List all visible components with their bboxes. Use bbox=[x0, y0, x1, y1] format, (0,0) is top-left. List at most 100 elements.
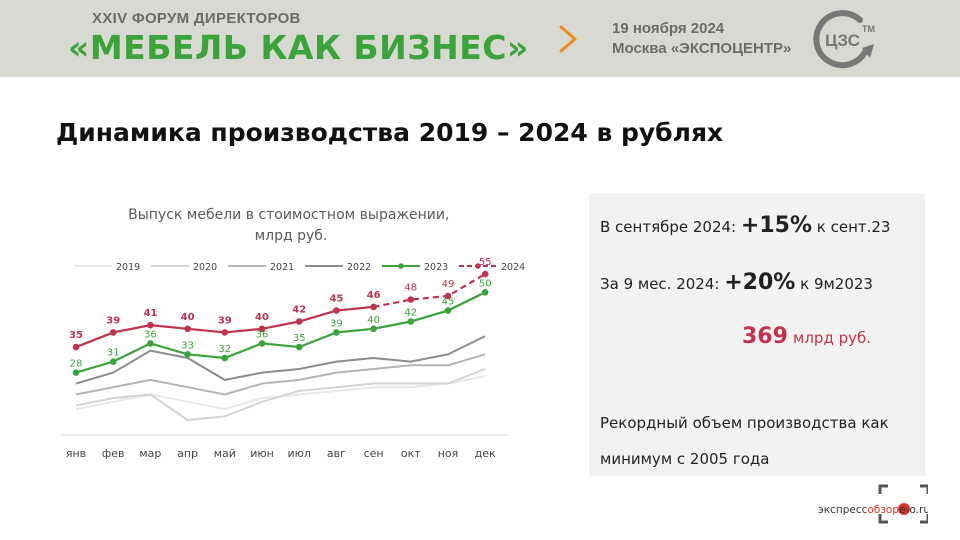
data-label-2024: 55 bbox=[479, 257, 492, 268]
data-point bbox=[370, 303, 377, 311]
legend-marker bbox=[398, 263, 404, 269]
record-note-line2: минимум с 2005 года bbox=[600, 450, 770, 468]
forum-subtitle: XXIV ФОРУМ ДИРЕКТОРОВ bbox=[92, 10, 301, 27]
data-label-2024: 49 bbox=[442, 279, 455, 290]
data-point bbox=[221, 329, 229, 336]
ytd-growth: За 9 мес. 2024: +20% к 9м2023 bbox=[600, 270, 873, 295]
chart-x-axis: янв фев мар апр май июн июл авг сен окт ноя дек bbox=[61, 434, 508, 460]
data-label-2023: 31 bbox=[107, 348, 120, 359]
source-prefix: экспресс bbox=[818, 504, 868, 516]
x-tick-label: май bbox=[214, 447, 236, 460]
data-point bbox=[481, 270, 489, 278]
series-line bbox=[75, 291, 486, 374]
series-line bbox=[75, 335, 486, 385]
chart-title: Выпуск мебели в стоимостном выражении, м… bbox=[128, 207, 454, 244]
forum-title: «МЕБЕЛЬ КАК БИЗНЕС» bbox=[68, 28, 529, 67]
source-mid: обзор bbox=[867, 504, 899, 516]
data-label-2023: 35 bbox=[293, 333, 306, 344]
page-title: Динамика производства 2019 – 2024 в рубл… bbox=[56, 118, 724, 147]
legend-label: 2021 bbox=[270, 262, 294, 273]
data-label-2023: 40 bbox=[367, 315, 380, 326]
series-line bbox=[75, 368, 486, 422]
czs-logo: ЦЗС TM bbox=[813, 10, 875, 69]
september-growth: В сентябре 2024: +15% к сент.23 bbox=[600, 213, 890, 238]
data-label-2024: 45 bbox=[329, 294, 343, 305]
legend-item-2021: 2021 bbox=[228, 262, 294, 273]
data-label-2024: 42 bbox=[292, 305, 306, 316]
data-point bbox=[72, 343, 80, 351]
data-label-2023: 36 bbox=[144, 329, 157, 340]
ytd-suffix: к 9м2023 bbox=[800, 275, 873, 293]
logo-trademark: TM bbox=[862, 24, 875, 34]
data-label-2023: 50 bbox=[479, 278, 492, 289]
data-point bbox=[109, 358, 117, 365]
ytd-value: +20% bbox=[724, 270, 796, 295]
data-point bbox=[407, 318, 415, 325]
data-point bbox=[407, 296, 415, 303]
data-point bbox=[444, 307, 452, 314]
data-point bbox=[333, 329, 340, 336]
data-label-2023: 32 bbox=[218, 344, 231, 355]
data-point bbox=[184, 351, 191, 358]
legend-label: 2024 bbox=[501, 262, 525, 273]
x-tick-label: мар bbox=[139, 447, 161, 460]
info-panel: В сентябре 2024: +15% к сент.23 За 9 мес… bbox=[589, 193, 925, 476]
series-2022 bbox=[75, 335, 486, 385]
data-label-2023: 28 bbox=[70, 359, 83, 370]
data-label-2023: 36 bbox=[256, 329, 269, 340]
source-logo: экспрессобзорe-o.ru bbox=[818, 484, 928, 524]
legend-item-2022: 2022 bbox=[305, 262, 371, 273]
legend-item-2023: 2023 bbox=[382, 262, 448, 273]
legend-label: 2020 bbox=[193, 262, 217, 273]
data-label-2024: 40 bbox=[255, 312, 269, 323]
legend-item-2019: 2019 bbox=[74, 262, 140, 273]
svg-text:экспрессобзорe-o.ru: экспрессобзорe-o.ru bbox=[818, 504, 928, 516]
x-tick-label: дек bbox=[475, 447, 496, 460]
chart-series bbox=[72, 270, 489, 422]
data-label-2024: 40 bbox=[181, 312, 195, 323]
data-label-2023: 33 bbox=[181, 340, 194, 351]
data-point bbox=[333, 307, 340, 314]
data-point bbox=[147, 321, 154, 329]
series-2021 bbox=[75, 353, 486, 396]
legend-label: 2023 bbox=[424, 262, 448, 273]
logo-text: ЦЗС bbox=[825, 31, 860, 50]
chart-data-labels: 28 31 36 33 32 36 35 39 40 42 45 50 35 39 41 40 39 40 42 45… bbox=[69, 257, 492, 370]
series-line-solid bbox=[75, 305, 374, 349]
total-volume: 369 млрд руб. bbox=[742, 324, 871, 349]
ytd-label: За 9 мес. 2024: bbox=[600, 275, 720, 293]
chevron-right-icon bbox=[559, 25, 577, 53]
series-2023 bbox=[72, 289, 489, 376]
x-tick-label: июн bbox=[250, 447, 274, 460]
data-point bbox=[295, 318, 303, 325]
chart-legend: 2019 2020 2021 2022 2023 2024 bbox=[74, 262, 525, 273]
data-label-2023: 39 bbox=[330, 318, 343, 329]
data-label-2024: 35 bbox=[69, 330, 83, 341]
legend-item-2020: 2020 bbox=[151, 262, 217, 273]
legend-marker bbox=[475, 263, 481, 269]
header-banner: XXIV ФОРУМ ДИРЕКТОРОВ «МЕБЕЛЬ КАК БИЗНЕС… bbox=[0, 0, 960, 77]
x-tick-label: сен bbox=[364, 447, 384, 460]
data-label-2024: 46 bbox=[367, 290, 381, 301]
x-tick-label: авг bbox=[327, 447, 346, 460]
legend-item-2024: 2024 bbox=[459, 262, 525, 273]
data-label-2024: 41 bbox=[143, 308, 157, 319]
data-point bbox=[444, 292, 452, 300]
legend-label: 2019 bbox=[116, 262, 140, 273]
record-note-line1: Рекордный объем производства как bbox=[600, 414, 889, 432]
source-site: e-o.ru bbox=[899, 504, 928, 516]
event-place: Москва «ЭКСПОЦЕНТР» bbox=[612, 40, 792, 57]
data-point bbox=[147, 340, 154, 347]
data-point bbox=[221, 354, 229, 362]
series-line bbox=[75, 353, 486, 396]
data-point bbox=[481, 289, 489, 296]
series-line-dashed bbox=[373, 273, 486, 308]
september-value: +15% bbox=[740, 213, 812, 238]
september-suffix: к сент.23 bbox=[816, 218, 891, 236]
september-label: В сентябре 2024: bbox=[600, 218, 737, 236]
series-2020 bbox=[75, 368, 486, 422]
x-tick-label: апр bbox=[177, 447, 198, 460]
data-point bbox=[370, 325, 377, 333]
data-point bbox=[295, 343, 303, 351]
series-2024 bbox=[72, 270, 489, 351]
